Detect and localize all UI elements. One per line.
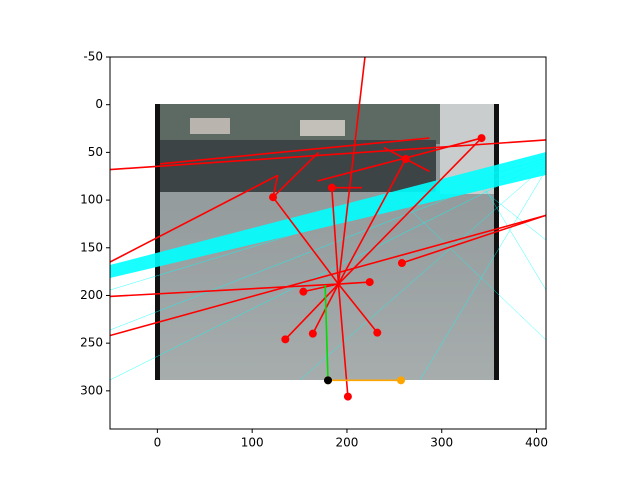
line-segment	[338, 281, 370, 285]
line-segment	[284, 283, 340, 340]
line-segment	[160, 137, 430, 165]
y-tick-label: 300	[80, 383, 103, 397]
point	[343, 392, 352, 401]
line-segment	[317, 137, 482, 182]
x-tick-label: 200	[336, 436, 359, 450]
line-segment	[110, 283, 339, 298]
y-tick-label: -50	[83, 50, 103, 64]
x-tick-label: 0	[154, 436, 162, 450]
y-tick-label: 250	[80, 336, 103, 350]
plot-area	[110, 57, 546, 401]
point	[401, 155, 410, 164]
point	[269, 193, 278, 202]
x-tick-label: 400	[525, 436, 548, 450]
point	[327, 183, 336, 192]
point	[373, 328, 382, 337]
line-segment	[337, 57, 366, 285]
line-segment	[337, 283, 378, 334]
y-tick-label: 0	[95, 97, 103, 111]
line-segment	[324, 284, 329, 381]
axes-frame	[109, 56, 547, 430]
point	[397, 259, 406, 268]
point	[477, 134, 486, 143]
x-tick-label: 300	[430, 436, 453, 450]
y-tick-label: 200	[80, 288, 103, 302]
point	[281, 335, 290, 344]
line-segment	[110, 174, 279, 263]
x-tick-label: 100	[241, 436, 264, 450]
point	[324, 376, 332, 385]
line-segment	[337, 137, 483, 285]
y-tick-label: 100	[80, 193, 103, 207]
line-segment	[110, 139, 546, 171]
point	[299, 287, 308, 296]
line-segment	[401, 214, 546, 264]
y-tick-label: 50	[88, 145, 103, 159]
line-segment	[337, 283, 349, 397]
point	[308, 329, 317, 338]
line-segment	[337, 158, 407, 285]
point	[396, 376, 405, 385]
y-tick-label: 150	[80, 240, 103, 254]
line-segment	[110, 214, 546, 337]
line-segment	[303, 283, 339, 293]
line-segment	[272, 151, 320, 198]
point	[365, 278, 374, 287]
